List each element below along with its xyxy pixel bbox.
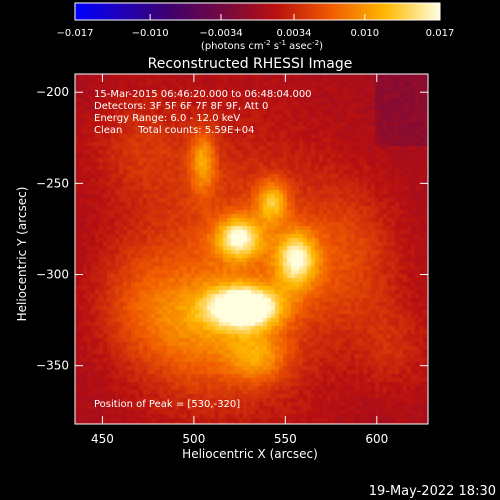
x-axis-label: Heliocentric X (arcsec) xyxy=(182,447,318,461)
colorbar-tick-label: 0.010 xyxy=(351,28,380,39)
plot-frame xyxy=(74,73,429,425)
y-axis-ticks: −200 −250 −300 −350 xyxy=(36,85,428,373)
y-tick-label: −200 xyxy=(36,85,69,99)
annotation-time: 15-Mar-2015 06:46:20.000 to 06:48:04.000 xyxy=(94,89,312,100)
colorbar-tick-label: −0.010 xyxy=(132,28,169,39)
colorbar-tick-label: 0.0034 xyxy=(277,28,312,39)
chart-title: Reconstructed RHESSI Image xyxy=(148,56,353,72)
colorbar-tick-labels: −0.017 −0.010 −0.0034 0.0034 0.010 0.017 xyxy=(56,28,454,39)
peak-position-label: Position of Peak = [530,-320] xyxy=(94,399,240,410)
annotation-detectors: Detectors: 3F 5F 6F 7F 8F 9F, Att 0 xyxy=(94,101,268,112)
y-tick-label: −300 xyxy=(36,268,69,282)
x-tick-label: 600 xyxy=(365,432,388,446)
colorbar: −0.017 −0.010 −0.0034 0.0034 0.010 0.017 (pho… xyxy=(56,2,454,52)
y-axis-label: Heliocentric Y (arcsec) xyxy=(15,187,29,322)
x-tick-label: 550 xyxy=(274,432,297,446)
annotation-block: 15-Mar-2015 06:46:20.000 to 06:48:04.000… xyxy=(94,89,312,410)
heatmap-area xyxy=(75,74,428,424)
colorbar-tick-label: −0.0034 xyxy=(199,28,242,39)
colorbar-ticks xyxy=(74,14,441,20)
annotation-clean-counts: Clean Total counts: 5.59E+04 xyxy=(94,125,254,136)
y-tick-label: −350 xyxy=(36,359,69,373)
colorbar-tick-label: 0.017 xyxy=(426,28,455,39)
x-axis-ticks: 450 500 550 600 xyxy=(91,74,388,446)
annotation-energy: Energy Range: 6.0 - 12.0 keV xyxy=(94,113,240,124)
colorbar-gradient xyxy=(74,2,441,21)
y-tick-label: −250 xyxy=(36,176,69,190)
x-tick-label: 500 xyxy=(182,432,205,446)
colorbar-tick-label: −0.017 xyxy=(56,28,93,39)
footer-date: 19-May-2022 18:30 xyxy=(369,484,496,499)
x-tick-label: 450 xyxy=(91,432,114,446)
colorbar-unit-label: (photons cm-2 s-1 asec-2) xyxy=(201,39,323,52)
